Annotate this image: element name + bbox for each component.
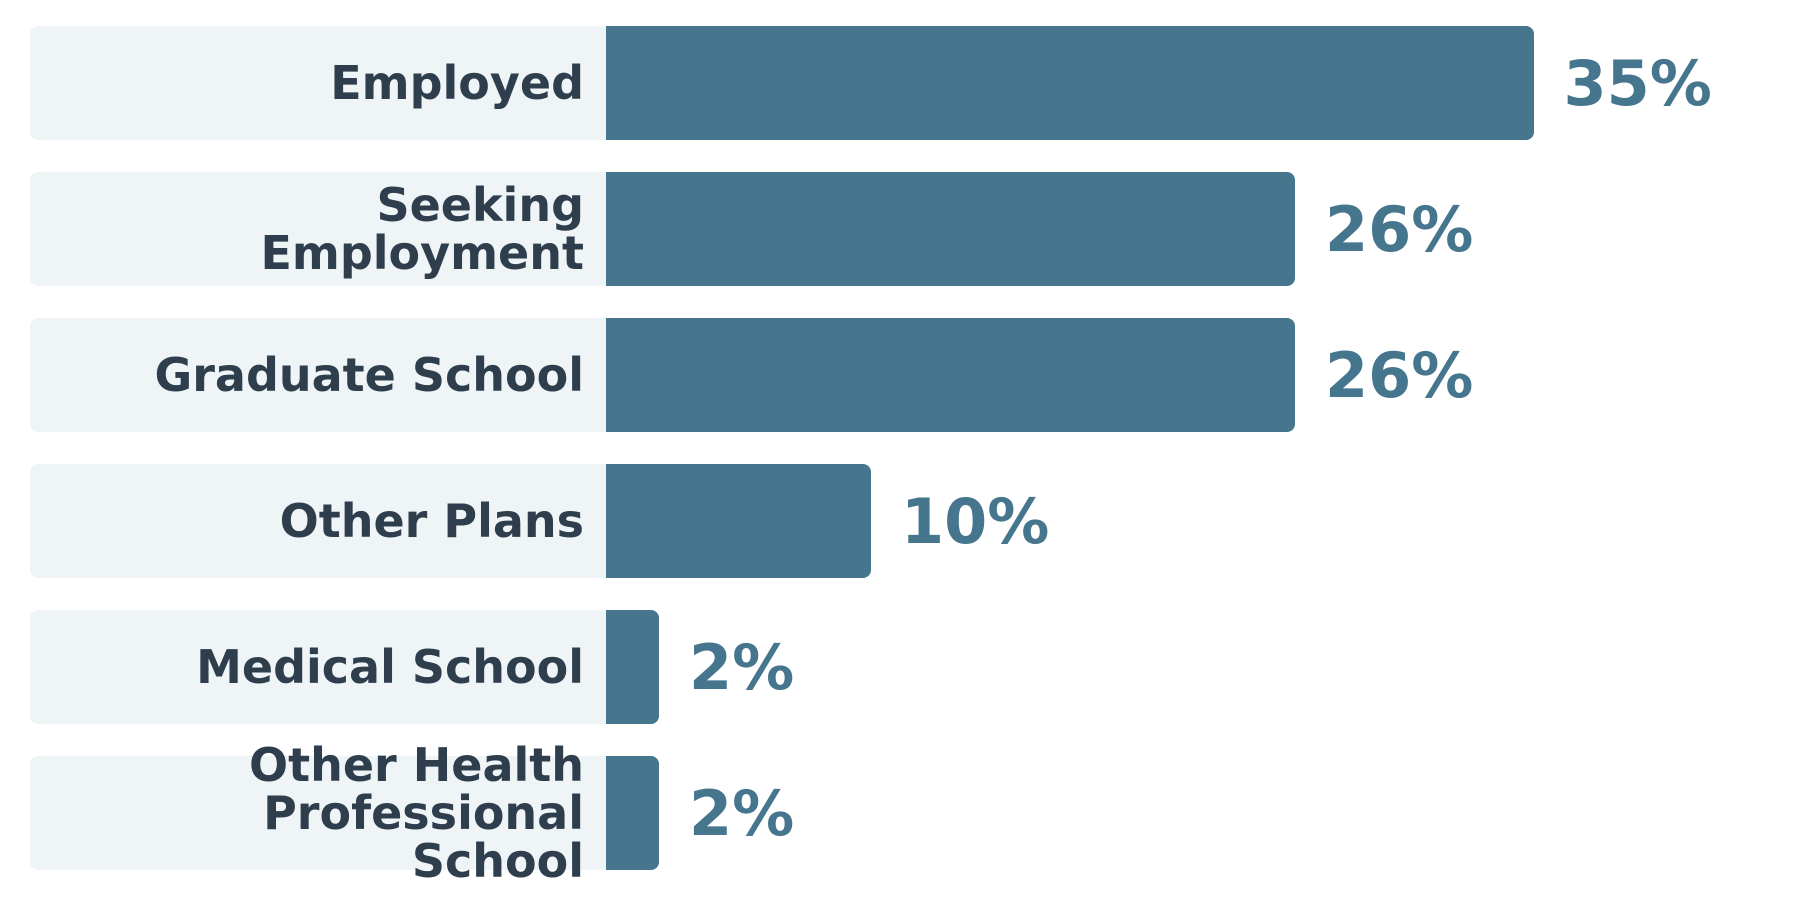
value-label: 35%	[1563, 46, 1712, 120]
category-label-box: Medical School	[30, 610, 606, 724]
category-label: Other Health Professional School	[249, 738, 584, 888]
category-label-box: Graduate School	[30, 318, 606, 432]
category-label: Employed	[330, 56, 584, 110]
value-label: 26%	[1325, 192, 1474, 266]
bar	[606, 26, 1534, 140]
bar-row: Other Plans 10%	[30, 464, 1770, 578]
bar	[606, 172, 1295, 286]
value-label: 2%	[689, 630, 795, 704]
bar	[606, 464, 871, 578]
bar-row: Employed 35%	[30, 26, 1770, 140]
category-label-box: Other Plans	[30, 464, 606, 578]
category-label: Other Plans	[279, 494, 584, 548]
value-label: 26%	[1325, 338, 1474, 412]
bar	[606, 610, 659, 724]
category-label: Medical School	[196, 640, 584, 694]
category-label-box: Seeking Employment	[30, 172, 606, 286]
category-label: Seeking Employment	[260, 178, 584, 280]
bar-row: Seeking Employment 26%	[30, 172, 1770, 286]
bar	[606, 318, 1295, 432]
category-label: Graduate School	[154, 348, 584, 402]
bar-row: Graduate School 26%	[30, 318, 1770, 432]
value-label: 2%	[689, 776, 795, 850]
bar	[606, 756, 659, 870]
bar-row: Medical School 2%	[30, 610, 1770, 724]
bar-row: Other Health Professional School 2%	[30, 741, 1770, 885]
value-label: 10%	[901, 484, 1050, 558]
category-label-box: Employed	[30, 26, 606, 140]
category-label-box: Other Health Professional School	[30, 741, 606, 885]
